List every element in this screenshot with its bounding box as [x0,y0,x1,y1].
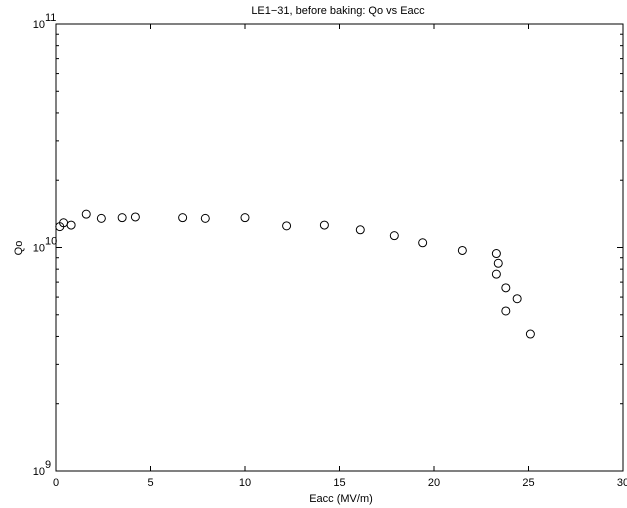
data-point [512,294,522,304]
data-point [81,209,91,219]
data-point [117,213,127,223]
data-point [96,213,106,223]
data-point [200,213,210,223]
y-tick-exponent: 11 [45,12,56,24]
x-axis-ticks: 0 5 10 15 20 25 30 [53,24,627,489]
data-point [66,220,76,230]
chart-title: LE1−31, before baking: Qo vs Eacc [251,5,425,17]
data-point [525,329,535,339]
y-tick-exponent: 9 [45,459,51,471]
y-tick-label: 10 [33,19,45,31]
y-tick-exponent: 10 [45,236,57,248]
x-tick-label: 15 [333,477,345,489]
y-tick-label: 10 [33,243,45,255]
data-point [355,225,365,235]
data-point [282,221,292,231]
data-point [418,238,428,248]
data-point [491,269,501,279]
data-point [130,212,140,222]
data-point [457,245,467,255]
data-point [389,231,399,241]
x-tick-label: 10 [239,477,251,489]
x-tick-label: 30 [617,477,627,489]
data-point [319,220,329,230]
data-point [501,306,511,316]
x-axis-label: Eacc (MV/m) [309,493,373,505]
x-tick-label: 0 [53,477,59,489]
y-axis-label: Qo [13,241,25,256]
x-tick-label: 5 [147,477,153,489]
y-tick-label: 10 [33,466,45,478]
data-point [501,283,511,293]
data-point [491,249,501,259]
data-point [178,213,188,223]
data-points [55,209,535,339]
x-tick-label: 25 [522,477,534,489]
data-point [493,258,503,268]
plot-area [55,23,624,472]
data-point [240,213,250,223]
x-tick-label: 20 [428,477,440,489]
